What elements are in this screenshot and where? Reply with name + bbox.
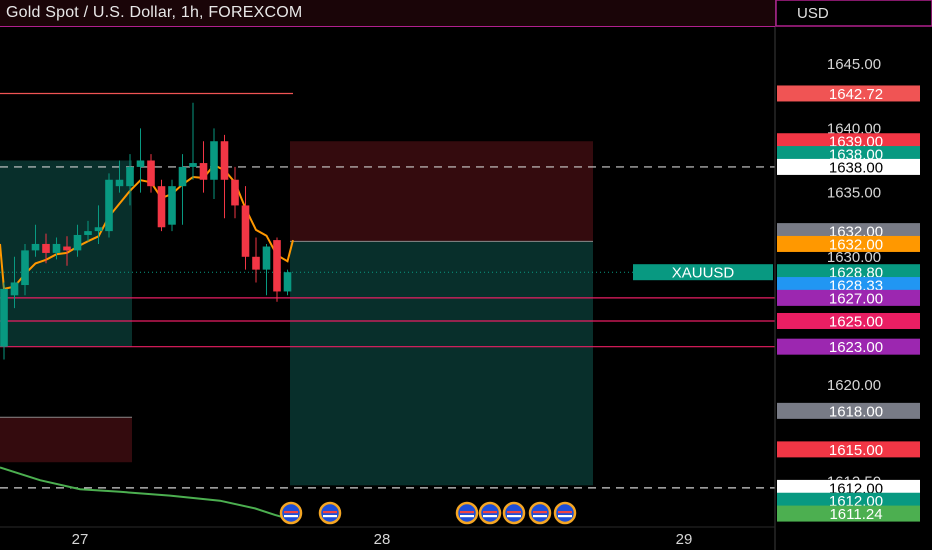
- price-label-box: [777, 85, 920, 102]
- long-position-stop-zone: [0, 417, 132, 463]
- candle[interactable]: [178, 166, 187, 187]
- candle[interactable]: [115, 179, 124, 187]
- y-tick-label: 1635.00: [827, 185, 881, 202]
- price-label-box: [777, 312, 920, 329]
- price-label: 1638.00: [829, 159, 883, 176]
- us-flag-stripe: [460, 515, 474, 518]
- price-label-box: [777, 277, 920, 294]
- price-label-box: [777, 133, 920, 150]
- us-flag-stripe: [533, 511, 547, 514]
- price-label-box: [777, 235, 920, 252]
- candle[interactable]: [63, 246, 71, 251]
- us-flag-stripe: [507, 515, 521, 518]
- us-flag-stripe: [323, 511, 337, 514]
- price-label-box: [777, 223, 920, 240]
- price-label: 1627.00: [829, 290, 883, 307]
- candle[interactable]: [10, 282, 19, 296]
- candle[interactable]: [273, 240, 281, 292]
- candle[interactable]: [94, 227, 103, 232]
- symbol-tag-box: [633, 264, 773, 281]
- price-label-box: [777, 492, 920, 509]
- candle[interactable]: [157, 186, 166, 228]
- us-flag-stripe: [460, 511, 474, 514]
- candle[interactable]: [252, 256, 260, 270]
- candle[interactable]: [283, 272, 292, 292]
- candle[interactable]: [126, 166, 134, 187]
- currency-box[interactable]: [775, 0, 932, 27]
- price-label-box: [777, 158, 920, 175]
- us-flag-stripe: [558, 511, 572, 514]
- us-flag-stripe: [284, 515, 298, 518]
- candle[interactable]: [31, 243, 40, 251]
- currency-label: USD: [797, 5, 829, 22]
- candle[interactable]: [105, 179, 113, 232]
- us-flag-stripe: [483, 511, 497, 514]
- candle[interactable]: [220, 141, 229, 180]
- price-label: 1632.00: [829, 236, 883, 253]
- price-label-box: [777, 441, 920, 458]
- us-flag-stripe: [507, 511, 521, 514]
- short-position-profit-zone: [290, 241, 593, 486]
- price-label-box: [777, 146, 920, 163]
- us-flag-stripe: [558, 515, 572, 518]
- symbol-tag: XAUUSD: [672, 265, 735, 282]
- price-label-box: [777, 479, 920, 496]
- title-bar: Gold Spot / U.S. Dollar, 1h, FOREXCOM: [0, 0, 775, 27]
- chart-title: Gold Spot / U.S. Dollar, 1h, FOREXCOM: [6, 4, 303, 21]
- us-flag-stripe: [284, 511, 298, 514]
- candle[interactable]: [52, 243, 61, 253]
- candle[interactable]: [147, 160, 155, 187]
- candle[interactable]: [168, 186, 176, 225]
- x-tick-label: 27: [72, 531, 89, 548]
- y-tick-label: 1620.00: [827, 377, 881, 394]
- candle[interactable]: [231, 179, 239, 206]
- candle[interactable]: [21, 250, 29, 286]
- candle[interactable]: [136, 160, 145, 167]
- candle[interactable]: [241, 205, 250, 257]
- short-position-stop-zone: [290, 141, 593, 242]
- price-label-box: [777, 338, 920, 355]
- us-flag-stripe: [323, 515, 337, 518]
- price-label: 1618.00: [829, 403, 883, 420]
- us-flag-stripe: [483, 515, 497, 518]
- candle[interactable]: [189, 163, 197, 167]
- price-label-box: [777, 505, 920, 522]
- price-label: 1625.00: [829, 313, 883, 330]
- candle[interactable]: [262, 246, 271, 270]
- candle[interactable]: [199, 163, 208, 180]
- x-tick-label: 28: [374, 531, 391, 548]
- candle[interactable]: [42, 243, 50, 253]
- candle[interactable]: [84, 231, 92, 235]
- candle[interactable]: [210, 141, 218, 180]
- candle[interactable]: [73, 234, 82, 251]
- price-label-box: [777, 402, 920, 419]
- y-tick-label: 1640.00: [827, 120, 881, 137]
- price-label: 1623.00: [829, 339, 883, 356]
- slow-ma-line: [0, 466, 294, 521]
- price-label-box: [777, 264, 920, 281]
- y-tick-label: 1645.00: [827, 56, 881, 73]
- candle[interactable]: [0, 288, 8, 347]
- price-label: 1642.72: [829, 86, 883, 103]
- y-tick-label: 1630.00: [827, 249, 881, 266]
- price-label-box: [777, 289, 920, 306]
- price-label: 1611.24: [829, 506, 882, 523]
- price-label: 1615.00: [829, 442, 883, 459]
- x-tick-label: 29: [676, 531, 693, 548]
- us-flag-stripe: [533, 515, 547, 518]
